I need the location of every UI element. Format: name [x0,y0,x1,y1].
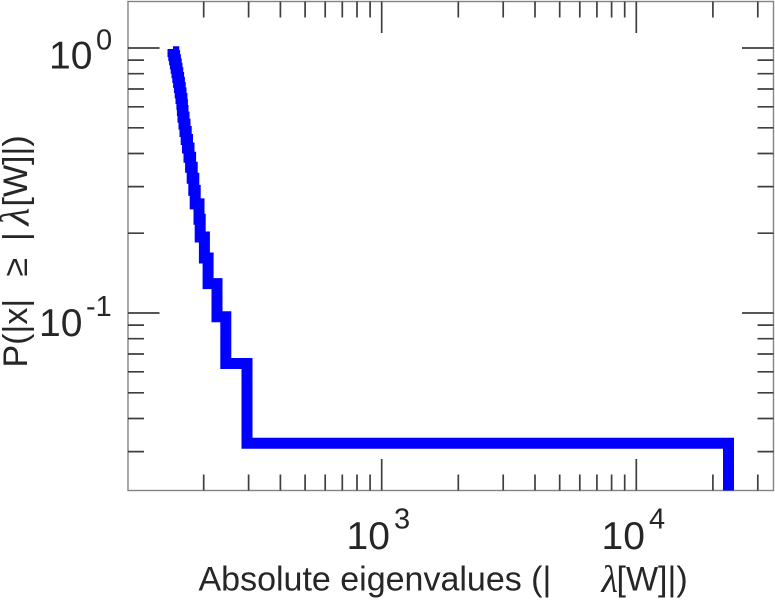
svg-text:10: 10 [347,515,390,558]
svg-text:10: 10 [39,302,82,345]
svg-text:Absolute eigenvalues (|: Absolute eigenvalues (| [199,561,552,599]
svg-text:10: 10 [49,34,92,77]
svg-text:[W]|): [W]|) [617,561,688,599]
svg-text:λ: λ [0,208,37,227]
svg-text:3: 3 [394,503,410,535]
svg-text:λ: λ [601,559,618,600]
svg-text:-1: -1 [86,291,112,323]
svg-text:10: 10 [602,515,645,558]
svg-text:P(|x|: P(|x| [0,299,35,368]
svg-text:0: 0 [96,25,112,57]
svg-text:≥: ≥ [0,258,35,277]
svg-text:|: | [0,232,35,241]
svg-text:4: 4 [649,503,665,535]
svg-text:[W]|): [W]|) [0,135,35,206]
